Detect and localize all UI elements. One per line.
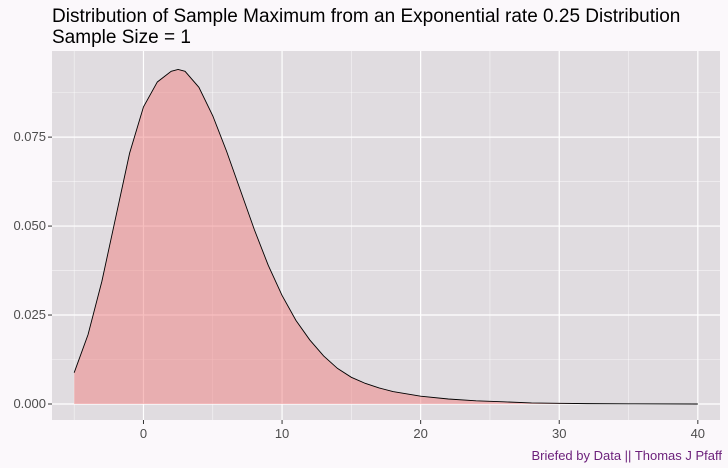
x-tick-label: 0 xyxy=(140,426,147,441)
x-tick-label: 40 xyxy=(691,426,705,441)
y-tick-label: 0.000 xyxy=(13,396,46,411)
y-tick-label: 0.025 xyxy=(13,307,46,322)
x-tick-label: 30 xyxy=(552,426,566,441)
chart-subtitle: Sample Size = 1 xyxy=(52,27,191,48)
x-tick-label: 10 xyxy=(275,426,289,441)
y-tick-label: 0.075 xyxy=(13,129,46,144)
chart-title: Distribution of Sample Maximum from an E… xyxy=(52,6,681,27)
density-area xyxy=(74,69,698,404)
chart-caption: Briefed by Data || Thomas J Pfaff xyxy=(531,448,722,463)
y-tick-label: 0.050 xyxy=(13,218,46,233)
chart-title-block: Distribution of Sample Maximum from an E… xyxy=(52,6,680,48)
density-line xyxy=(73,69,698,405)
x-tick-label: 20 xyxy=(413,426,427,441)
